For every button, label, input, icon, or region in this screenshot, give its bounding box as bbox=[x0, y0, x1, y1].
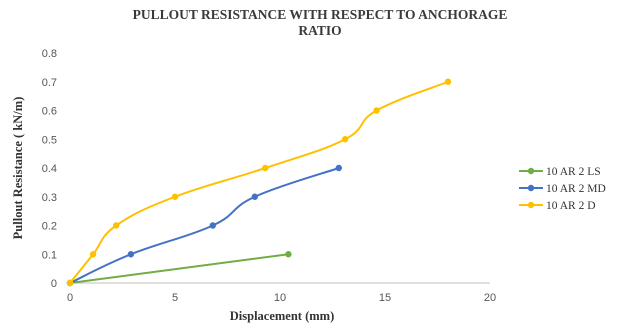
legend-label: 10 AR 2 LS bbox=[546, 166, 601, 178]
data-point bbox=[171, 193, 179, 200]
x-tick-label: 20 bbox=[484, 292, 496, 304]
chart-title-line-1: PULLOUT RESISTANCE WITH RESPECT TO ANCHO… bbox=[133, 7, 508, 22]
series-line bbox=[69, 253, 289, 284]
y-tick-label: 0 bbox=[51, 278, 57, 290]
legend-label: 10 AR 2 D bbox=[546, 200, 596, 212]
chart-title-line-2: RATIO bbox=[298, 23, 341, 38]
x-tick-label: 15 bbox=[379, 292, 391, 304]
x-tick-label: 5 bbox=[172, 292, 178, 304]
series-layer bbox=[66, 78, 452, 287]
data-point bbox=[127, 251, 135, 258]
data-point bbox=[251, 193, 258, 200]
y-tick-label: 0.2 bbox=[42, 221, 57, 233]
data-point bbox=[89, 251, 97, 258]
y-tick-label: 0.8 bbox=[42, 48, 57, 60]
y-tick-label: 0.3 bbox=[42, 192, 57, 204]
legend-marker bbox=[527, 201, 535, 209]
y-axis-label: Pullout Resistance ( kN/m) bbox=[11, 97, 25, 240]
series-line bbox=[69, 80, 449, 284]
legend-marker bbox=[527, 184, 535, 192]
axes: 0 0.1 0.2 0.3 0.4 0.5 0.6 0.7 0.8 0 5 10 15 20 bbox=[42, 48, 496, 304]
data-point bbox=[285, 251, 292, 258]
data-point bbox=[113, 222, 120, 229]
data-point bbox=[66, 279, 74, 287]
data-point bbox=[341, 136, 349, 143]
y-tick-label: 0.1 bbox=[42, 249, 57, 261]
y-tick-label: 0.5 bbox=[42, 134, 57, 146]
legend-label: 10 AR 2 MD bbox=[546, 183, 606, 195]
data-point bbox=[444, 78, 452, 85]
y-tick-label: 0.6 bbox=[42, 106, 57, 118]
legend-marker bbox=[527, 167, 535, 175]
x-axis-label: Displacement (mm) bbox=[230, 309, 335, 323]
data-point bbox=[262, 164, 269, 172]
data-point bbox=[373, 107, 380, 114]
x-tick-label: 0 bbox=[67, 292, 73, 304]
y-tick-label: 0.7 bbox=[42, 77, 57, 89]
y-tick-label: 0.4 bbox=[42, 163, 57, 175]
data-point bbox=[335, 164, 342, 172]
data-point bbox=[209, 222, 216, 229]
legend: 10 AR 2 LS 10 AR 2 MD 10 AR 2 D bbox=[519, 166, 606, 212]
x-tick-label: 10 bbox=[274, 292, 286, 304]
